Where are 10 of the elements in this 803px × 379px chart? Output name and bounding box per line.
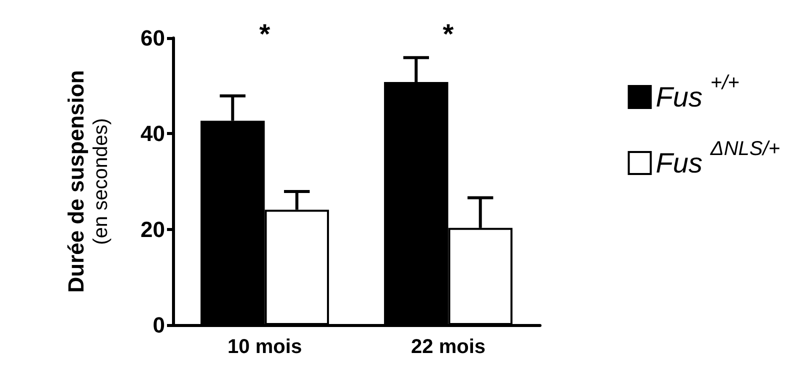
x-tick-label: 10 mois — [228, 336, 302, 358]
y-tick-label: 0 — [152, 312, 165, 338]
y-axis-title: Durée de suspension (en secondes) — [64, 70, 112, 293]
annotation: * — [442, 18, 454, 50]
legend-label: Fus+/+ — [656, 72, 740, 112]
y-tick-label: 40 — [140, 121, 165, 146]
annotation: * — [259, 18, 270, 50]
y-tick-label: 20 — [140, 216, 165, 242]
x-tick-label: 22 mois — [411, 336, 486, 358]
y-tick-label: 60 — [140, 26, 165, 50]
